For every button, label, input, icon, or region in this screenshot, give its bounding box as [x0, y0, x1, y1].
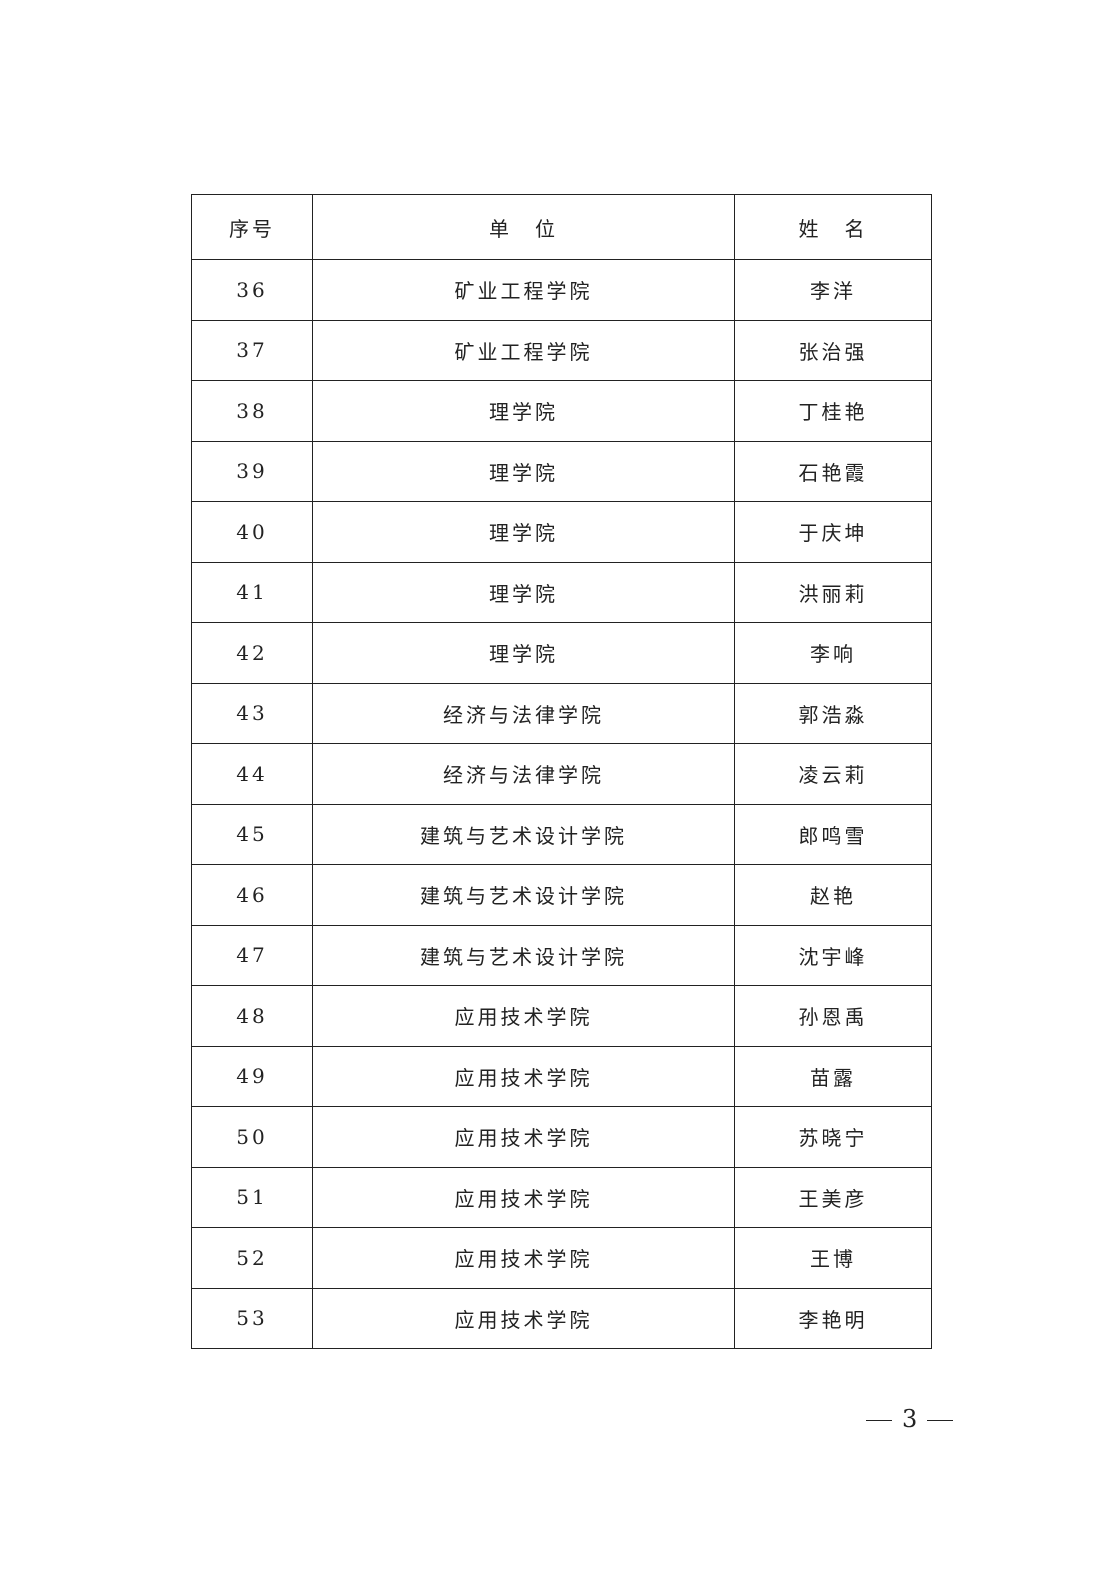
cell-unit: 应用技术学院	[312, 1227, 735, 1289]
cell-index: 52	[191, 1227, 313, 1289]
personnel-table: 序号 单 位 姓 名 36 矿业工程学院 李洋 37 矿业工程学院 张治强 38 理学院 丁桂艳…	[191, 194, 932, 1349]
cell-index: 40	[191, 501, 313, 563]
cell-unit: 建筑与艺术设计学院	[312, 924, 735, 986]
cell-index: 43	[191, 682, 313, 744]
cell-unit: 理学院	[312, 380, 735, 442]
table-row: 38 理学院 丁桂艳	[191, 380, 932, 442]
cell-index: 36	[191, 259, 313, 321]
cell-name: 王美彦	[734, 1166, 932, 1228]
cell-name: 孙恩禹	[734, 985, 932, 1047]
table-row: 36 矿业工程学院 李洋	[191, 259, 932, 321]
footer-dash-left	[866, 1419, 892, 1422]
table-row: 37 矿业工程学院 张治强	[191, 319, 932, 381]
table-row: 53 应用技术学院 李艳明	[191, 1287, 932, 1349]
table-row: 46 建筑与艺术设计学院 赵艳	[191, 864, 932, 926]
cell-unit: 应用技术学院	[312, 1045, 735, 1107]
cell-name: 石艳霞	[734, 440, 932, 502]
cell-index: 44	[191, 743, 313, 805]
cell-name: 于庆坤	[734, 501, 932, 563]
cell-index: 47	[191, 924, 313, 986]
cell-index: 45	[191, 803, 313, 865]
cell-name: 郭浩淼	[734, 682, 932, 744]
table-row: 49 应用技术学院 苗露	[191, 1045, 932, 1107]
cell-index: 38	[191, 380, 313, 442]
cell-name: 凌云莉	[734, 743, 932, 805]
cell-index: 51	[191, 1166, 313, 1228]
table-row: 39 理学院 石艳霞	[191, 440, 932, 502]
cell-name: 苏晓宁	[734, 1106, 932, 1168]
page-number: 3	[902, 1405, 918, 1433]
footer-dash-right	[927, 1419, 954, 1422]
page-footer: 3	[856, 1405, 963, 1433]
cell-unit: 矿业工程学院	[312, 319, 735, 381]
cell-index: 48	[191, 985, 313, 1047]
cell-name: 洪丽莉	[734, 561, 932, 623]
table-row: 45 建筑与艺术设计学院 郎鸣雪	[191, 803, 932, 865]
cell-unit: 应用技术学院	[312, 985, 735, 1047]
cell-unit: 经济与法律学院	[312, 743, 735, 805]
cell-unit: 应用技术学院	[312, 1287, 735, 1349]
cell-name: 沈宇峰	[734, 924, 932, 986]
cell-unit: 建筑与艺术设计学院	[312, 803, 735, 865]
cell-unit: 应用技术学院	[312, 1106, 735, 1168]
cell-name: 苗露	[734, 1045, 932, 1107]
cell-unit: 理学院	[312, 622, 735, 684]
table-row: 44 经济与法律学院 凌云莉	[191, 743, 932, 805]
cell-index: 50	[191, 1106, 313, 1168]
cell-index: 42	[191, 622, 313, 684]
cell-name: 王博	[734, 1227, 932, 1289]
cell-name: 李艳明	[734, 1287, 932, 1349]
cell-name: 李洋	[734, 259, 932, 321]
cell-index: 53	[191, 1287, 313, 1349]
cell-unit: 应用技术学院	[312, 1166, 735, 1228]
table-row: 41 理学院 洪丽莉	[191, 561, 932, 623]
cell-name: 郎鸣雪	[734, 803, 932, 865]
table-row: 48 应用技术学院 孙恩禹	[191, 985, 932, 1047]
cell-index: 37	[191, 319, 313, 381]
table-row: 52 应用技术学院 王博	[191, 1227, 932, 1289]
cell-unit: 理学院	[312, 561, 735, 623]
cell-index: 41	[191, 561, 313, 623]
cell-index: 49	[191, 1045, 313, 1107]
cell-index: 39	[191, 440, 313, 502]
cell-unit: 理学院	[312, 501, 735, 563]
table-row: 42 理学院 李响	[191, 622, 932, 684]
cell-unit: 经济与法律学院	[312, 682, 735, 744]
table-row: 43 经济与法律学院 郭浩淼	[191, 682, 932, 744]
cell-unit: 矿业工程学院	[312, 259, 735, 321]
cell-name: 赵艳	[734, 864, 932, 926]
header-index: 序号	[191, 194, 313, 260]
cell-unit: 理学院	[312, 440, 735, 502]
cell-index: 46	[191, 864, 313, 926]
cell-name: 李响	[734, 622, 932, 684]
table-row: 47 建筑与艺术设计学院 沈宇峰	[191, 924, 932, 986]
cell-name: 丁桂艳	[734, 380, 932, 442]
cell-unit: 建筑与艺术设计学院	[312, 864, 735, 926]
table-row: 51 应用技术学院 王美彦	[191, 1166, 932, 1228]
table-header-row: 序号 单 位 姓 名	[191, 194, 932, 260]
table-row: 50 应用技术学院 苏晓宁	[191, 1106, 932, 1168]
header-unit: 单 位	[312, 194, 735, 260]
table-row: 40 理学院 于庆坤	[191, 501, 932, 563]
header-name: 姓 名	[734, 194, 932, 260]
cell-name: 张治强	[734, 319, 932, 381]
